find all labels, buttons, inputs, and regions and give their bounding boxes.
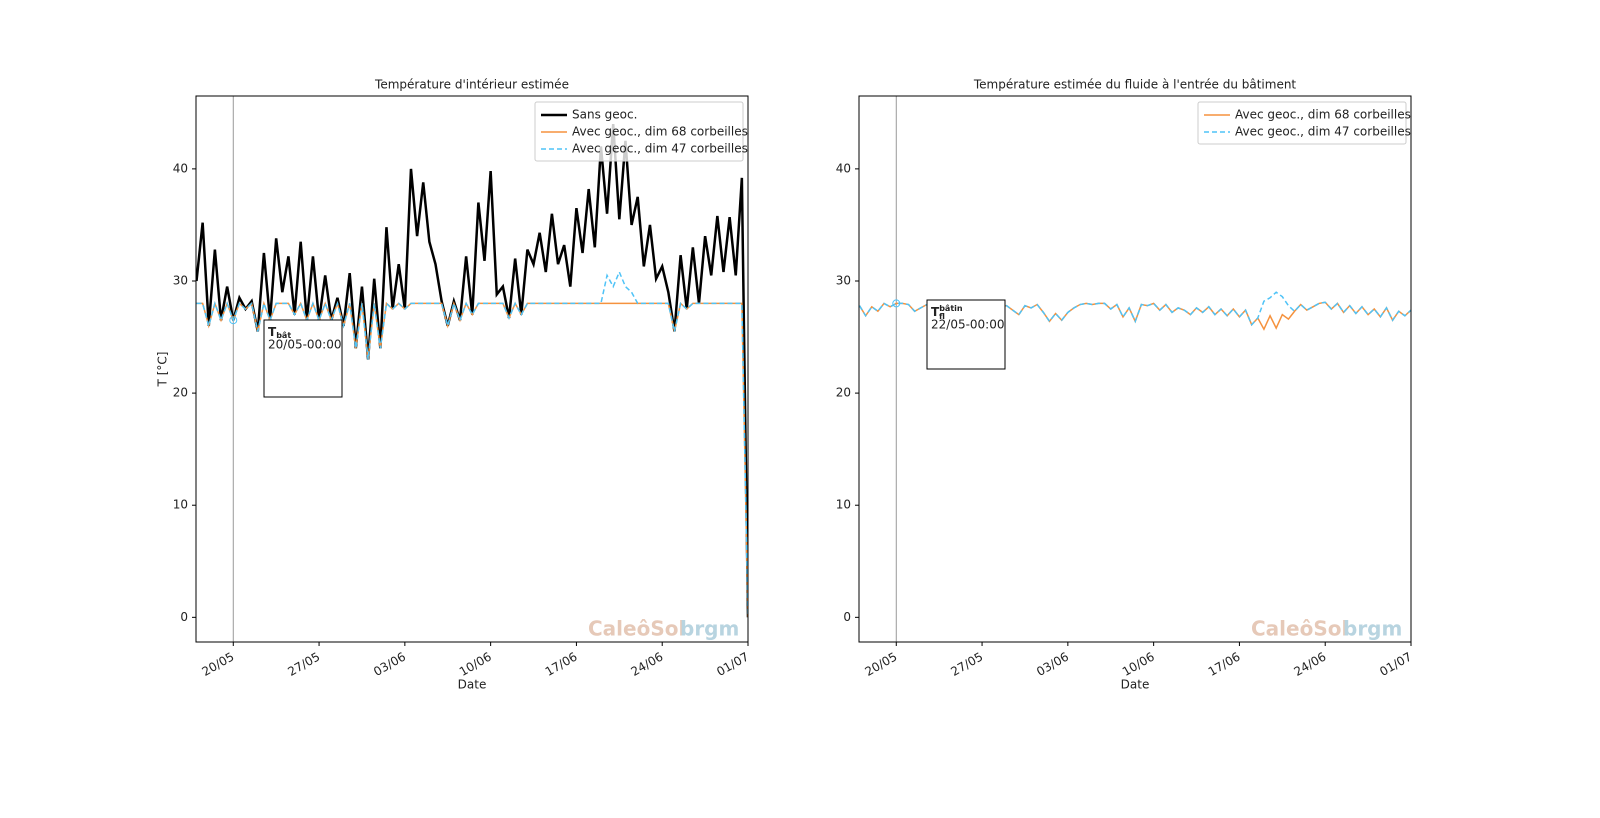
legend-label: Avec geoc., dim 47 corbeilles [572,142,748,156]
cursor-marker [229,316,238,325]
y-tick-label: 20 [836,386,851,400]
series-line [196,300,748,618]
y-tick-label: 10 [173,498,188,512]
x-axis-label: Date [1121,678,1150,692]
legend-box [534,101,744,162]
axes-frame [858,95,1412,643]
annotation-sub: bât [276,331,291,340]
y-tick-label: 20 [173,386,188,400]
annotation-symbol: Tbât [268,325,291,340]
annotation-box [926,299,1006,370]
subplot: Température d'intérieur estiméeCaleôSolb… [156,78,752,692]
cursor-marker [892,299,901,308]
annotation-symbol-text: T [268,325,277,339]
y-tick-label: 0 [843,610,851,624]
watermark: brgm [1343,617,1402,641]
x-axis-label: Date [458,678,487,692]
annotation-symbol-text: T [931,305,940,319]
y-tick-label: 40 [836,161,851,175]
x-tick-label: 10/06 [1120,650,1157,679]
legend-label: Sans geoc. [572,108,637,122]
watermark: CaleôSol [588,617,685,641]
x-tick-label: 17/06 [1206,650,1243,679]
x-tick-label: 03/06 [371,650,408,679]
watermark: CaleôSol [1251,617,1348,641]
annotation-sub: fl [939,312,945,321]
y-tick-label: 0 [180,610,188,624]
subplot: Température estimée du fluide à l'entrée… [836,78,1415,692]
annotation-text: 20/05-00:00 [268,338,342,352]
watermark: brgm [680,617,739,641]
legend-label: Avec geoc., dim 68 corbeilles [572,125,748,139]
annotation-box [263,319,343,398]
y-tick-label: 30 [173,273,188,287]
legend-label: Avec geoc., dim 68 corbeilles [1235,108,1411,122]
x-tick-label: 24/06 [629,650,666,679]
x-tick-label: 01/07 [714,650,751,679]
legend-label: Avec geoc., dim 47 corbeilles [1235,125,1411,139]
y-tick-label: 10 [836,498,851,512]
annotation-sup: bâtin [939,304,963,313]
annotation-symbol: Tbâtin fl [931,304,963,321]
x-tick-label: 10/06 [457,650,494,679]
x-tick-label: 20/05 [200,650,237,679]
chart-title: Température estimée du fluide à l'entrée… [973,78,1297,92]
x-tick-label: 01/07 [1377,650,1414,679]
chart-title: Température d'intérieur estimée [374,78,569,92]
y-tick-label: 40 [173,161,188,175]
x-tick-label: 03/06 [1034,650,1071,679]
x-tick-label: 27/05 [285,650,322,679]
y-axis-label: T [°C] [156,352,170,388]
annotation-text: 22/05-00:00 [931,318,1005,332]
axes-frame [195,95,749,643]
y-tick-label: 30 [836,273,851,287]
x-tick-label: 27/05 [948,650,985,679]
x-tick-label: 20/05 [863,650,900,679]
x-tick-label: 24/06 [1292,650,1329,679]
x-tick-label: 17/06 [543,650,580,679]
legend-box [1197,101,1407,145]
